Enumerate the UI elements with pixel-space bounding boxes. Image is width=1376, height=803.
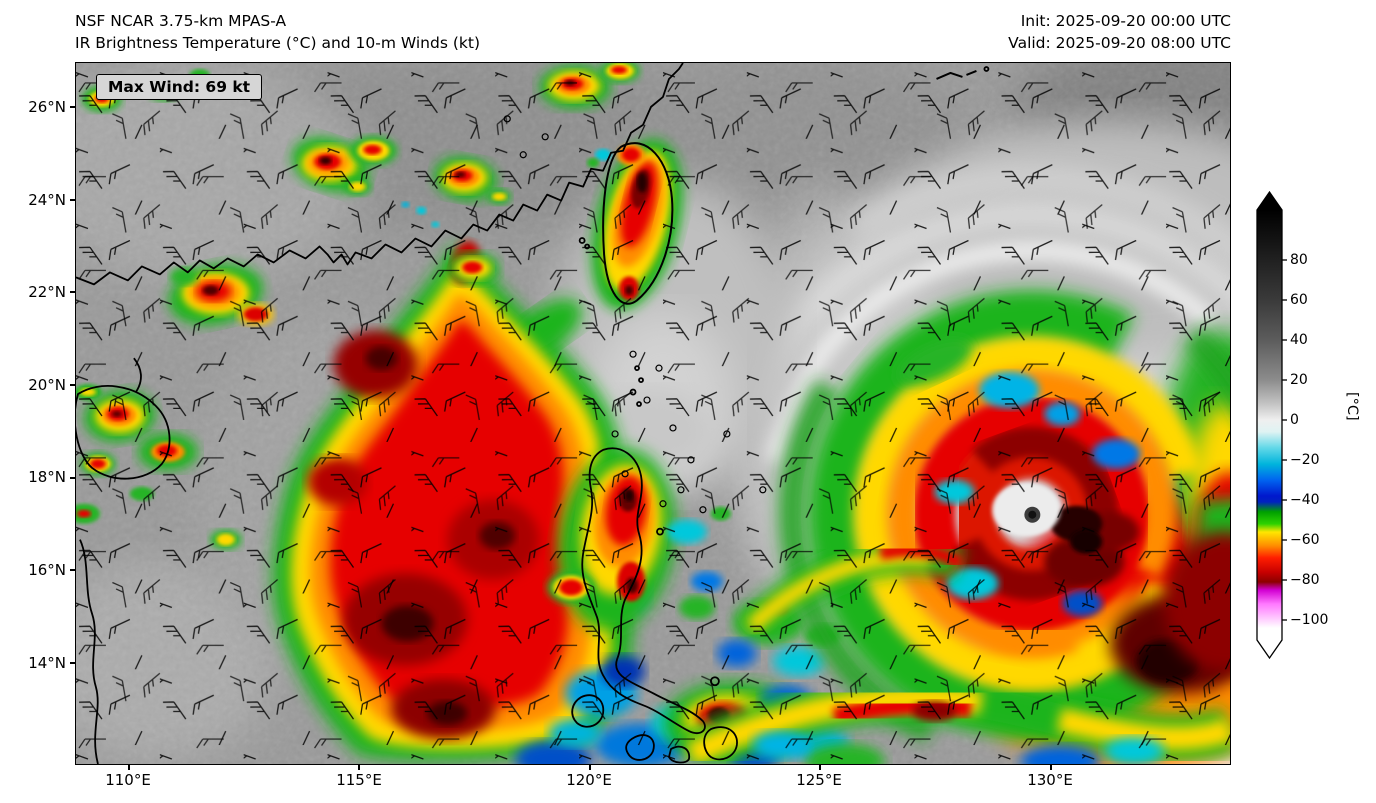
map-canvas bbox=[76, 63, 1230, 764]
y-axis-tick bbox=[70, 662, 75, 664]
x-axis-tick bbox=[358, 765, 360, 770]
y-tick-label: 22°N bbox=[28, 283, 66, 301]
max-wind-badge: Max Wind: 69 kt bbox=[96, 74, 263, 100]
x-tick-label: 120°E bbox=[566, 771, 612, 789]
colorbar-tick-label: 0 bbox=[1290, 412, 1299, 428]
x-axis-tick bbox=[819, 765, 821, 770]
x-tick-label: 110°E bbox=[105, 771, 151, 789]
y-tick-label: 14°N bbox=[28, 654, 66, 672]
field-title: IR Brightness Temperature (°C) and 10-m … bbox=[75, 34, 480, 52]
map-plot: Max Wind: 69 kt bbox=[75, 62, 1231, 765]
x-axis-tick bbox=[589, 765, 591, 770]
y-axis-tick bbox=[70, 477, 75, 479]
colorbar-tick-label: −20 bbox=[1290, 452, 1320, 468]
colorbar-tick-label: 80 bbox=[1290, 252, 1308, 268]
y-axis-tick bbox=[70, 384, 75, 386]
colorbar-tick-label: −60 bbox=[1290, 532, 1320, 548]
figure-times: Init: 2025-09-20 00:00 UTC Valid: 2025-0… bbox=[1008, 10, 1231, 54]
colorbar-extend-min-arrow bbox=[1257, 640, 1282, 658]
y-tick-label: 16°N bbox=[28, 561, 66, 579]
y-tick-label: 18°N bbox=[28, 468, 66, 486]
colorbar-tick-label: 60 bbox=[1290, 292, 1308, 308]
colorbar-unit-label: [°C] bbox=[1344, 392, 1360, 421]
y-axis-tick bbox=[70, 199, 75, 201]
colorbar bbox=[1256, 190, 1287, 660]
model-title: NSF NCAR 3.75-km MPAS-A bbox=[75, 12, 287, 30]
init-time: Init: 2025-09-20 00:00 UTC bbox=[1020, 12, 1231, 30]
colorbar-tick-label: −80 bbox=[1290, 572, 1320, 588]
x-axis-tick bbox=[128, 765, 130, 770]
colorbar-gradient bbox=[1257, 210, 1282, 640]
colorbar-extend-max-arrow bbox=[1257, 192, 1282, 210]
wind-barbs-overlay bbox=[76, 63, 1230, 764]
y-axis-tick bbox=[70, 291, 75, 293]
x-tick-label: 125°E bbox=[796, 771, 842, 789]
colorbar-tick-label: −100 bbox=[1290, 612, 1329, 628]
colorbar-tick-label: 20 bbox=[1290, 372, 1308, 388]
colorbar-tick-label: 40 bbox=[1290, 332, 1308, 348]
y-axis-tick bbox=[70, 569, 75, 571]
x-axis-tick bbox=[1050, 765, 1052, 770]
figure-titles: NSF NCAR 3.75-km MPAS-A IR Brightness Te… bbox=[75, 10, 480, 54]
x-tick-label: 115°E bbox=[336, 771, 382, 789]
y-tick-label: 20°N bbox=[28, 376, 66, 394]
y-tick-label: 24°N bbox=[28, 191, 66, 209]
y-axis-tick bbox=[70, 106, 75, 108]
colorbar-ticks bbox=[1282, 259, 1287, 621]
valid-time: Valid: 2025-09-20 08:00 UTC bbox=[1008, 34, 1231, 52]
y-tick-label: 26°N bbox=[28, 98, 66, 116]
x-tick-label: 130°E bbox=[1027, 771, 1073, 789]
colorbar-tick-label: −40 bbox=[1290, 492, 1320, 508]
